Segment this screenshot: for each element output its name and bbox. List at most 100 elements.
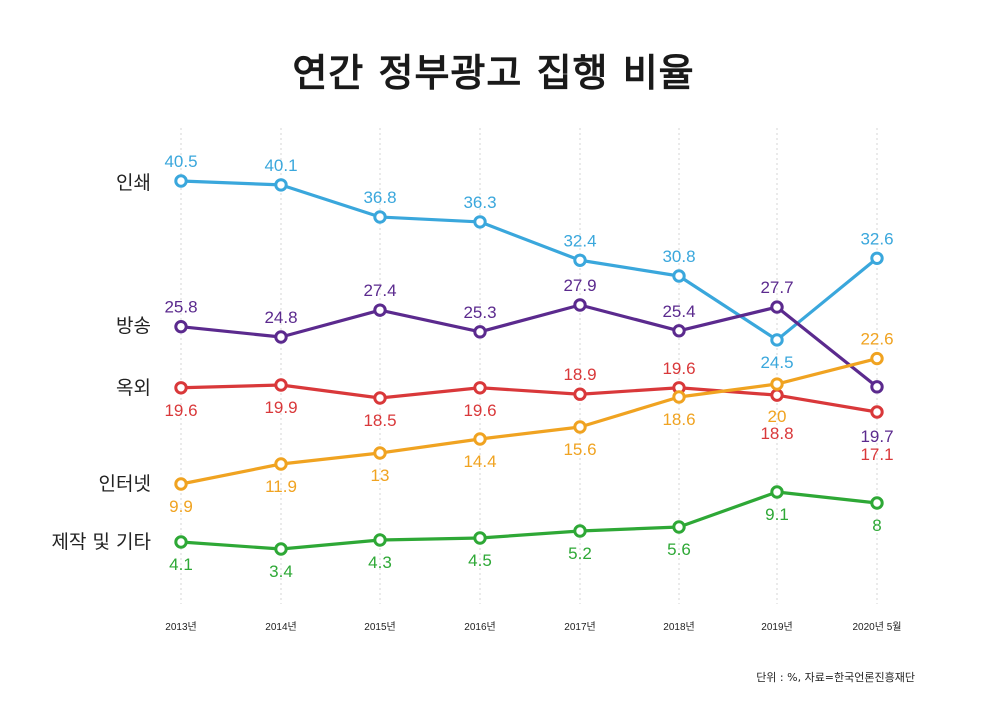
data-label: 25.8 [164,298,197,317]
data-label: 18.9 [563,365,596,384]
data-point [870,351,884,366]
data-point [573,253,587,267]
data-point [573,298,587,312]
data-label: 17.1 [860,445,893,464]
data-label: 5.2 [568,544,592,563]
x-tick-label: 2020년 5월 [853,621,902,633]
data-label: 24.5 [760,353,793,372]
data-label: 4.3 [368,553,392,572]
data-label: 20 [768,407,787,426]
x-tick-label: 2019년 [761,621,792,633]
source-note: 단위 : %, 자료=한국언론진흥재단 [756,671,915,684]
data-point [870,405,884,419]
data-point [870,251,884,265]
data-label: 40.1 [264,156,297,175]
data-point [174,535,188,549]
data-label: 25.3 [463,303,496,322]
data-point [473,325,487,339]
data-label: 32.6 [860,229,893,248]
series-name-label: 인쇄 [116,172,151,194]
data-point [174,381,188,395]
data-label: 4.5 [468,551,492,570]
data-point [473,432,487,446]
series-line [180,179,879,342]
x-tick-label: 2014년 [265,621,296,633]
data-label: 4.1 [169,555,193,574]
series-line [180,490,878,551]
data-point [870,380,884,394]
data-point [174,174,188,188]
data-label: 9.1 [765,505,789,524]
data-label: 19.6 [662,359,695,378]
data-label: 3.4 [269,562,293,581]
data-point [373,533,387,547]
data-label: 18.6 [662,410,695,429]
data-point [770,388,784,402]
data-label: 19.6 [164,401,197,420]
data-point [373,391,387,405]
x-axis-ticks: 2013년 2014년 2015년 2016년 2017년 2018년 2019년 2020년… [165,621,901,633]
data-label: 27.7 [760,278,793,297]
data-point [473,531,487,545]
series-lines [180,179,879,551]
x-tick-label: 2013년 [165,621,196,633]
data-point [174,319,188,334]
data-label: 32.4 [563,231,596,250]
data-point [672,520,686,534]
data-label: 15.6 [563,440,596,459]
data-point [373,210,387,224]
chart-title: 연간 정부광고 집행 비율 [292,51,695,95]
data-point [274,457,288,471]
data-point [274,542,288,556]
x-tick-label: 2016년 [464,621,495,633]
data-label: 36.8 [363,188,396,207]
data-label: 8 [872,516,881,535]
data-point [870,496,884,510]
data-point [473,381,487,395]
data-label: 19.7 [860,427,893,446]
data-label: 24.8 [264,308,297,327]
data-label: 18.8 [760,424,793,443]
data-point [672,390,686,404]
data-point [573,420,587,434]
data-point [274,330,288,344]
series-line [180,357,878,486]
data-label: 40.5 [164,152,197,171]
x-tick-label: 2017년 [564,621,595,633]
data-point [373,446,387,460]
data-label: 14.4 [463,452,496,471]
data-point [770,300,784,314]
data-point [770,333,784,347]
data-label: 36.3 [463,193,496,212]
data-label: 27.9 [563,276,596,295]
x-tick-label: 2018년 [663,621,694,633]
data-label: 19.9 [264,398,297,417]
series-name-label: 옥외 [116,377,151,399]
data-point [473,215,487,229]
data-labels: 40.5 40.1 36.8 36.3 32.4 30.8 24.5 32.6 25.8 24.8… [164,152,893,581]
data-label: 27.4 [363,281,396,300]
data-label: 5.6 [667,540,691,559]
data-label: 19.6 [463,401,496,420]
series-name-label: 방송 [116,315,151,337]
data-label: 9.9 [169,497,193,516]
data-point [770,485,784,499]
data-point [174,477,188,491]
data-points [174,174,884,556]
data-point [373,303,387,317]
data-label: 30.8 [662,247,695,266]
data-point [274,178,288,192]
series-line [180,303,878,389]
data-point [573,387,587,401]
data-point [573,524,587,538]
data-label: 18.5 [363,411,396,430]
data-label: 25.4 [662,302,695,321]
data-point [672,324,686,338]
data-label: 11.9 [265,477,297,496]
data-label: 22.6 [860,330,893,349]
data-point [672,269,686,283]
x-tick-label: 2015년 [364,621,395,633]
data-label: 13 [371,466,390,485]
